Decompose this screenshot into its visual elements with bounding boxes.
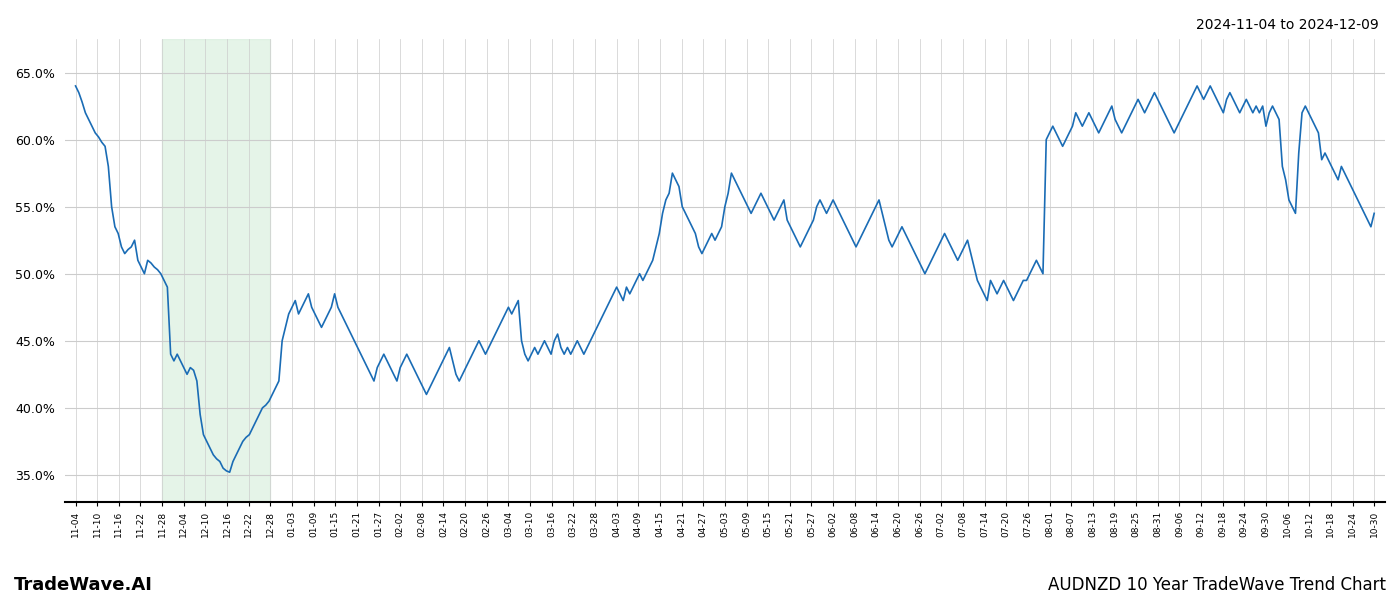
Bar [162, 39, 270, 502]
Text: AUDNZD 10 Year TradeWave Trend Chart: AUDNZD 10 Year TradeWave Trend Chart [1049, 576, 1386, 594]
Text: TradeWave.AI: TradeWave.AI [14, 576, 153, 594]
Text: 2024-11-04 to 2024-12-09: 2024-11-04 to 2024-12-09 [1196, 18, 1379, 32]
